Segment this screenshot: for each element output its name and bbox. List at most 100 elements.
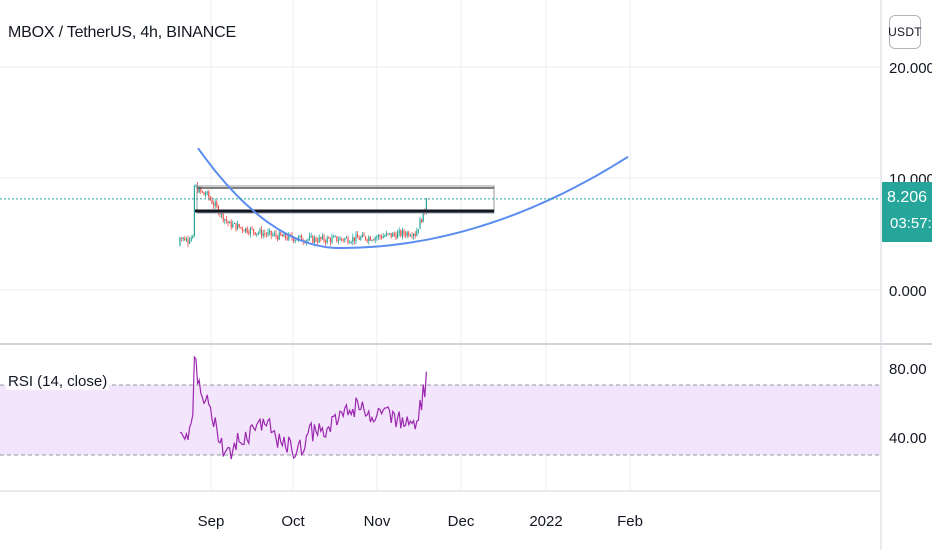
candle[interactable] (387, 233, 389, 235)
candle[interactable] (390, 233, 392, 237)
candle[interactable] (339, 238, 341, 241)
candle[interactable] (190, 237, 192, 241)
candle[interactable] (285, 233, 287, 239)
candle[interactable] (265, 234, 267, 235)
candle[interactable] (235, 223, 237, 230)
candle[interactable] (417, 229, 419, 231)
candle[interactable] (182, 237, 184, 239)
candle[interactable] (328, 237, 330, 239)
candle[interactable] (283, 233, 285, 237)
range-box[interactable] (196, 185, 495, 214)
candle[interactable] (365, 236, 367, 240)
candle[interactable] (320, 237, 322, 239)
candle[interactable] (395, 234, 397, 239)
currency-button[interactable]: USDT (888, 15, 922, 49)
candle[interactable] (408, 232, 410, 236)
candle[interactable] (312, 235, 314, 243)
candle[interactable] (203, 192, 205, 196)
candle[interactable] (209, 197, 211, 200)
candle[interactable] (333, 236, 335, 238)
candle[interactable] (385, 233, 387, 236)
candle[interactable] (208, 191, 210, 198)
candle[interactable] (193, 185, 195, 237)
drawings-layer[interactable] (0, 147, 880, 249)
candle[interactable] (355, 234, 357, 242)
candle[interactable] (195, 185, 197, 187)
candle[interactable] (398, 230, 400, 233)
candle[interactable] (419, 219, 421, 230)
candle[interactable] (374, 237, 376, 241)
candle[interactable] (288, 234, 290, 240)
candle[interactable] (248, 232, 250, 234)
candle[interactable] (253, 229, 255, 233)
rsi-series[interactable] (179, 355, 427, 460)
candlestick-series[interactable] (179, 181, 427, 248)
candle[interactable] (345, 237, 347, 239)
candle[interactable] (325, 240, 327, 243)
candle[interactable] (275, 233, 277, 237)
candle[interactable] (350, 241, 352, 243)
candle[interactable] (384, 235, 386, 237)
candle[interactable] (299, 235, 301, 237)
candle[interactable] (379, 235, 381, 237)
candle[interactable] (307, 239, 309, 241)
candle[interactable] (211, 199, 213, 204)
candle[interactable] (409, 235, 411, 237)
candle[interactable] (293, 238, 295, 242)
candle[interactable] (414, 233, 416, 237)
candle[interactable] (246, 228, 248, 233)
candle[interactable] (262, 233, 264, 236)
candle[interactable] (206, 191, 208, 194)
rsi-line[interactable] (179, 355, 427, 460)
candle[interactable] (277, 236, 279, 240)
candle[interactable] (337, 240, 339, 242)
candle[interactable] (422, 210, 424, 223)
candle[interactable] (214, 202, 216, 206)
candle[interactable] (336, 236, 338, 242)
candle[interactable] (259, 229, 261, 233)
candle[interactable] (357, 234, 359, 238)
candle[interactable] (416, 230, 418, 237)
candle[interactable] (329, 238, 331, 243)
candle[interactable] (192, 236, 194, 238)
candle[interactable] (323, 235, 325, 241)
candle[interactable] (368, 237, 370, 242)
candle[interactable] (392, 233, 394, 237)
candle[interactable] (360, 237, 362, 240)
candle[interactable] (181, 237, 183, 239)
candle[interactable] (413, 233, 415, 237)
candle[interactable] (358, 237, 360, 240)
candle[interactable] (261, 229, 263, 236)
candle[interactable] (267, 232, 269, 235)
candle[interactable] (352, 237, 354, 242)
candle[interactable] (230, 222, 232, 228)
candle[interactable] (421, 219, 423, 223)
time-axis[interactable]: Sep Oct Nov Dec 2022 Feb (198, 513, 643, 530)
candle[interactable] (233, 223, 235, 224)
candle[interactable] (341, 238, 343, 240)
candle[interactable] (334, 236, 336, 238)
candle[interactable] (251, 228, 253, 230)
candle[interactable] (347, 237, 349, 243)
candle[interactable] (405, 234, 407, 236)
candle[interactable] (371, 239, 373, 241)
candle[interactable] (377, 235, 379, 238)
candle[interactable] (256, 233, 258, 235)
candle[interactable] (366, 239, 368, 242)
candle[interactable] (238, 224, 240, 228)
candle[interactable] (310, 235, 312, 237)
candle[interactable] (272, 234, 274, 236)
candle[interactable] (406, 232, 408, 236)
candle[interactable] (198, 187, 200, 193)
candle[interactable] (280, 232, 282, 236)
candle[interactable] (197, 185, 199, 193)
candle[interactable] (278, 232, 280, 240)
candle[interactable] (403, 230, 405, 235)
candle[interactable] (216, 202, 218, 207)
candle[interactable] (393, 233, 395, 235)
candle[interactable] (241, 227, 243, 231)
symbol-title[interactable]: MBOX / TetherUS, 4h, BINANCE (8, 24, 236, 41)
